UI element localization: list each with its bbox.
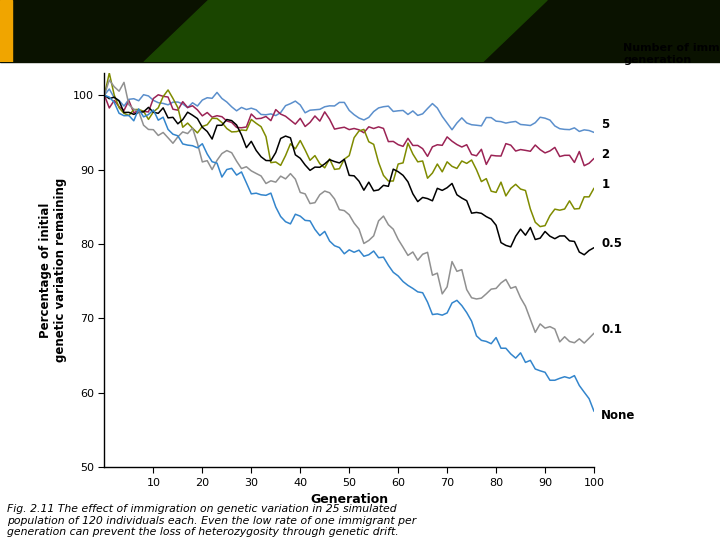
Text: 0.5: 0.5 [601,238,622,251]
X-axis label: Generation: Generation [310,493,388,506]
Text: 2: 2 [601,148,609,161]
Bar [0,0,12,62]
Text: 5: 5 [601,118,610,131]
Text: Fig. 2.11 The effect of immigration on genetic variation in 25 simulated
populat: Fig. 2.11 The effect of immigration on g… [7,504,416,537]
Polygon shape [144,0,547,62]
Text: Number of immigrants per
generation: Number of immigrants per generation [624,43,720,65]
Y-axis label: Percentage of initial
genetic variation remaining: Percentage of initial genetic variation … [40,178,68,362]
Text: None: None [601,409,636,422]
Text: 0.1: 0.1 [601,323,622,336]
Text: 1: 1 [601,178,609,191]
